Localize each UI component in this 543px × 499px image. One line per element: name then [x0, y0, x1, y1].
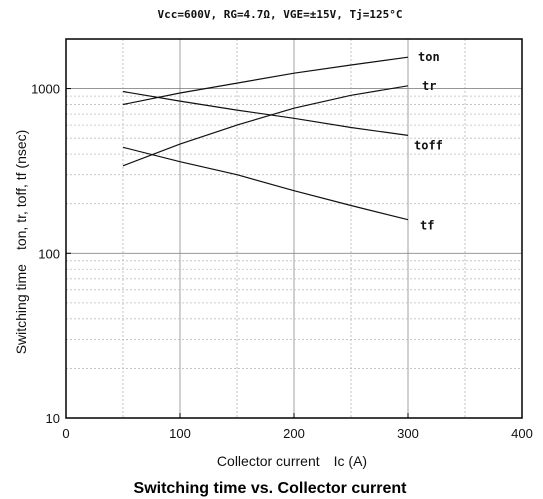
series-group: ton tr toff tf — [122, 50, 443, 233]
x-tick-label: 0 — [62, 426, 69, 441]
y-tick-label: 10 — [46, 411, 60, 426]
y-axis-label: Switching time ton, tr, toff, tf (nsec) — [13, 130, 29, 355]
x-tick-label: 300 — [397, 426, 419, 441]
x-tick-label: 400 — [511, 426, 533, 441]
x-tick-label: 200 — [283, 426, 305, 441]
series-line-toff — [122, 90, 409, 136]
series-line-tf — [122, 146, 409, 221]
series-label-ton: ton — [418, 50, 440, 64]
x-tick-label: 100 — [169, 426, 191, 441]
axis-ticks: 0 100 200 300 400 10 100 1000 — [31, 82, 533, 441]
series-line-tr — [122, 85, 409, 167]
x-axis-label: Collector current Ic (A) — [217, 453, 367, 469]
chart-caption: Switching time vs. Collector current — [134, 480, 408, 497]
grid — [66, 39, 522, 418]
series-label-toff: toff — [414, 138, 443, 152]
y-tick-label: 100 — [38, 246, 60, 261]
chart-title: Vcc=600V, RG=4.7Ω, VGE=±15V, Tj=125°C — [157, 8, 402, 21]
series-label-tf: tf — [420, 219, 434, 233]
series-label-tr: tr — [422, 79, 436, 93]
y-tick-label: 1000 — [31, 82, 60, 97]
series-line-ton — [122, 56, 409, 106]
